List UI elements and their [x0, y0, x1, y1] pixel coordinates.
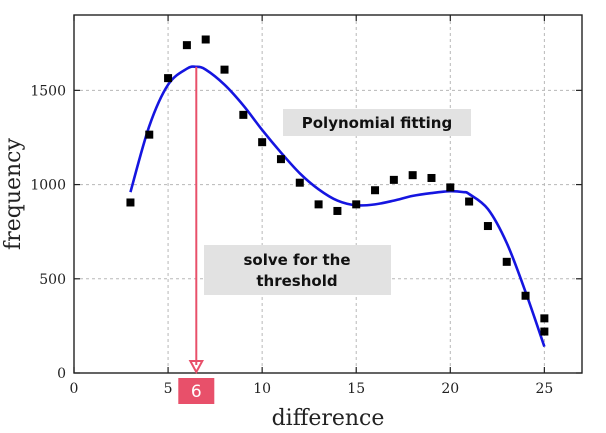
plot-frame — [73, 14, 583, 374]
data-point — [314, 200, 323, 209]
data-point — [164, 74, 173, 83]
threshold-label-line2: threshold — [256, 272, 337, 290]
data-point — [201, 35, 210, 44]
threshold-arrowhead — [188, 360, 204, 375]
x-tick-label: 25 — [535, 381, 553, 397]
y-tick-label: 1000 — [30, 178, 66, 194]
data-point — [371, 186, 380, 195]
fit-curve-layer — [129, 65, 546, 348]
y-axis-title: frequency — [1, 137, 26, 249]
data-point — [389, 175, 398, 184]
data-point — [408, 171, 417, 180]
threshold-annotation: solve for the threshold 6 — [178, 66, 391, 404]
data-point — [540, 327, 549, 336]
data-point — [220, 65, 229, 74]
threshold-label-line1: solve for the — [243, 251, 350, 269]
data-point — [239, 110, 248, 119]
data-points — [126, 35, 549, 336]
axes — [73, 14, 583, 374]
data-point — [295, 178, 304, 187]
x-tick-label: 15 — [347, 381, 365, 397]
x-axis-title: difference — [272, 406, 385, 431]
data-point — [427, 173, 436, 182]
fit-annotation: Polynomial fitting — [283, 109, 471, 136]
data-point — [521, 291, 530, 300]
fit-label-box — [283, 109, 471, 136]
y-tick-label: 500 — [39, 272, 66, 288]
data-point — [258, 138, 267, 147]
data-point — [465, 197, 474, 206]
data-point — [483, 222, 492, 231]
data-point — [145, 130, 154, 139]
tick-labels: 0 5 10 15 20 25 0 500 1000 1500 — [30, 83, 553, 397]
y-tick-label: 0 — [57, 366, 66, 382]
fit-curve — [129, 65, 546, 348]
threshold-marker: 6 — [191, 382, 202, 402]
gridlines — [74, 15, 582, 373]
threshold-marker-box — [178, 378, 215, 404]
x-tick-label: 5 — [164, 381, 173, 397]
data-point — [276, 155, 285, 164]
x-tick-label: 10 — [253, 381, 271, 397]
threshold-label-box — [204, 245, 391, 295]
x-tick-label: 20 — [441, 381, 459, 397]
x-tick-label: 0 — [70, 381, 79, 397]
data-point — [126, 198, 135, 207]
data-point — [446, 183, 455, 192]
fit-label: Polynomial fitting — [302, 114, 452, 132]
data-point — [352, 200, 361, 209]
y-tick-label: 1500 — [30, 83, 66, 99]
data-point — [540, 314, 549, 323]
data-point — [182, 41, 191, 50]
data-point — [502, 257, 511, 266]
data-point — [333, 206, 342, 215]
